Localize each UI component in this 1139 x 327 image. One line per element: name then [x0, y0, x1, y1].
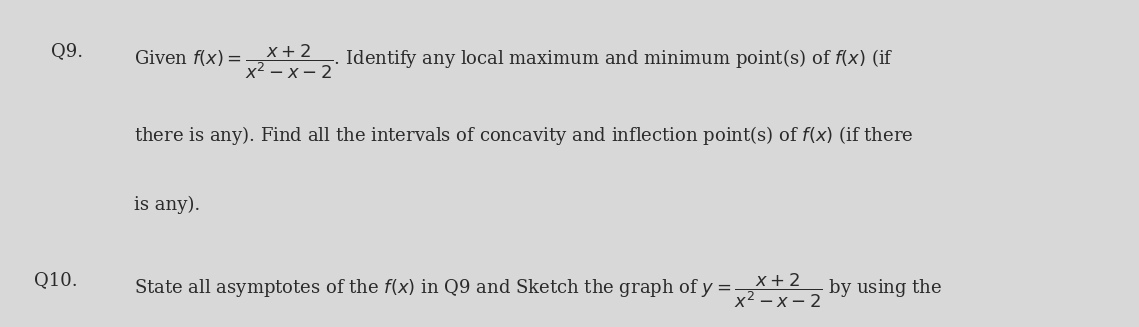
Text: there is any). Find all the intervals of concavity and inflection point(s) of $f: there is any). Find all the intervals of…	[134, 124, 913, 147]
Text: State all asymptotes of the $f(x)$ in Q9 and Sketch the graph of $y = \dfrac{x+2: State all asymptotes of the $f(x)$ in Q9…	[134, 271, 943, 310]
Text: Q9.: Q9.	[51, 43, 83, 60]
Text: is any).: is any).	[134, 196, 200, 215]
Text: Given $f(x) = \dfrac{x+2}{x^2-x-2}$. Identify any local maximum and minimum poin: Given $f(x) = \dfrac{x+2}{x^2-x-2}$. Ide…	[134, 43, 894, 81]
Text: Q10.: Q10.	[34, 271, 77, 289]
